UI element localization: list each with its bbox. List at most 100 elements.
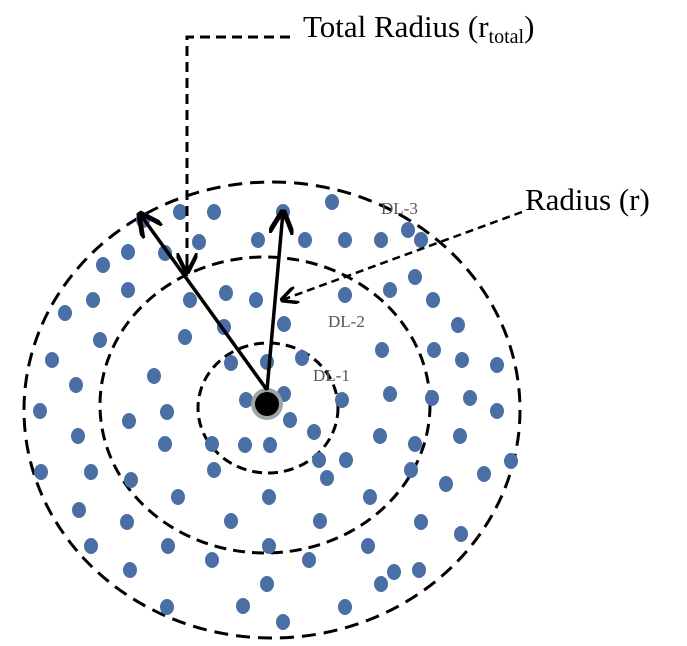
node-point	[236, 598, 250, 614]
node-point	[122, 413, 136, 429]
node-point	[453, 428, 467, 444]
node-point	[207, 204, 221, 220]
node-point	[224, 355, 238, 371]
node-point	[71, 428, 85, 444]
ring-inner	[196, 341, 340, 475]
node-point	[312, 452, 326, 468]
node-point	[263, 437, 277, 453]
node-point	[298, 232, 312, 248]
node-point	[260, 354, 274, 370]
node-point	[192, 234, 206, 250]
node-point	[408, 269, 422, 285]
node-point	[45, 352, 59, 368]
node-point	[121, 282, 135, 298]
total-radius-subscript: total	[489, 26, 525, 48]
node-point	[161, 538, 175, 554]
node-point	[451, 317, 465, 333]
node-point	[262, 538, 276, 554]
node-point	[504, 453, 518, 469]
node-point	[455, 352, 469, 368]
node-point	[374, 232, 388, 248]
node-point	[69, 377, 83, 393]
node-point	[404, 462, 418, 478]
total-radius-leader	[185, 35, 290, 265]
node-point	[338, 599, 352, 615]
node-point	[408, 436, 422, 452]
node-point	[262, 489, 276, 505]
node-points	[33, 194, 518, 630]
node-point	[325, 194, 339, 210]
node-point	[171, 489, 185, 505]
node-point	[207, 462, 221, 478]
node-point	[58, 305, 72, 321]
node-point	[320, 470, 334, 486]
node-point	[239, 392, 253, 408]
node-point	[338, 232, 352, 248]
node-point	[375, 342, 389, 358]
node-point	[490, 357, 504, 373]
node-point	[93, 332, 107, 348]
node-point	[454, 526, 468, 542]
node-point	[34, 464, 48, 480]
node-point	[302, 552, 316, 568]
node-point	[249, 292, 263, 308]
node-point	[158, 436, 172, 452]
node-point	[224, 513, 238, 529]
node-point	[463, 390, 477, 406]
node-point	[160, 404, 174, 420]
node-point	[414, 232, 428, 248]
node-point	[121, 244, 135, 260]
node-point	[383, 386, 397, 402]
ring-label-dl1: DL-1	[313, 366, 350, 385]
node-point	[426, 292, 440, 308]
node-point	[96, 257, 110, 273]
node-point	[86, 292, 100, 308]
node-point	[33, 403, 47, 419]
node-point	[425, 390, 439, 406]
node-point	[251, 232, 265, 248]
node-point	[363, 489, 377, 505]
node-point	[339, 452, 353, 468]
radius-arrow	[265, 212, 283, 391]
node-point	[361, 538, 375, 554]
node-point	[335, 392, 349, 408]
node-point	[387, 564, 401, 580]
node-point	[123, 562, 137, 578]
node-point	[120, 514, 134, 530]
total-radius-arrow	[140, 214, 269, 392]
node-point	[439, 476, 453, 492]
node-point	[374, 576, 388, 592]
node-point	[160, 599, 174, 615]
node-point	[477, 466, 491, 482]
node-point	[183, 292, 197, 308]
node-point	[414, 514, 428, 530]
node-point	[338, 287, 352, 303]
node-point	[147, 368, 161, 384]
node-point	[205, 436, 219, 452]
node-point	[412, 562, 426, 578]
node-point	[158, 245, 172, 261]
node-point	[84, 538, 98, 554]
node-point	[313, 513, 327, 529]
node-point	[219, 285, 233, 301]
node-point	[124, 472, 138, 488]
node-point	[205, 552, 219, 568]
node-point	[295, 350, 309, 366]
node-point	[173, 204, 187, 220]
node-point	[260, 576, 274, 592]
radius-label: Radius (r)	[525, 182, 650, 217]
node-point	[238, 437, 252, 453]
total-radius-label: Total Radius (rtotal)	[303, 9, 534, 48]
node-point	[401, 222, 415, 238]
node-point	[427, 342, 441, 358]
center-node	[255, 392, 279, 416]
node-point	[84, 464, 98, 480]
node-point	[383, 282, 397, 298]
node-point	[277, 316, 291, 332]
node-point	[178, 329, 192, 345]
node-point	[307, 424, 321, 440]
ring-label-dl2: DL-2	[328, 312, 365, 331]
node-point	[490, 403, 504, 419]
ring-outer	[22, 180, 522, 640]
